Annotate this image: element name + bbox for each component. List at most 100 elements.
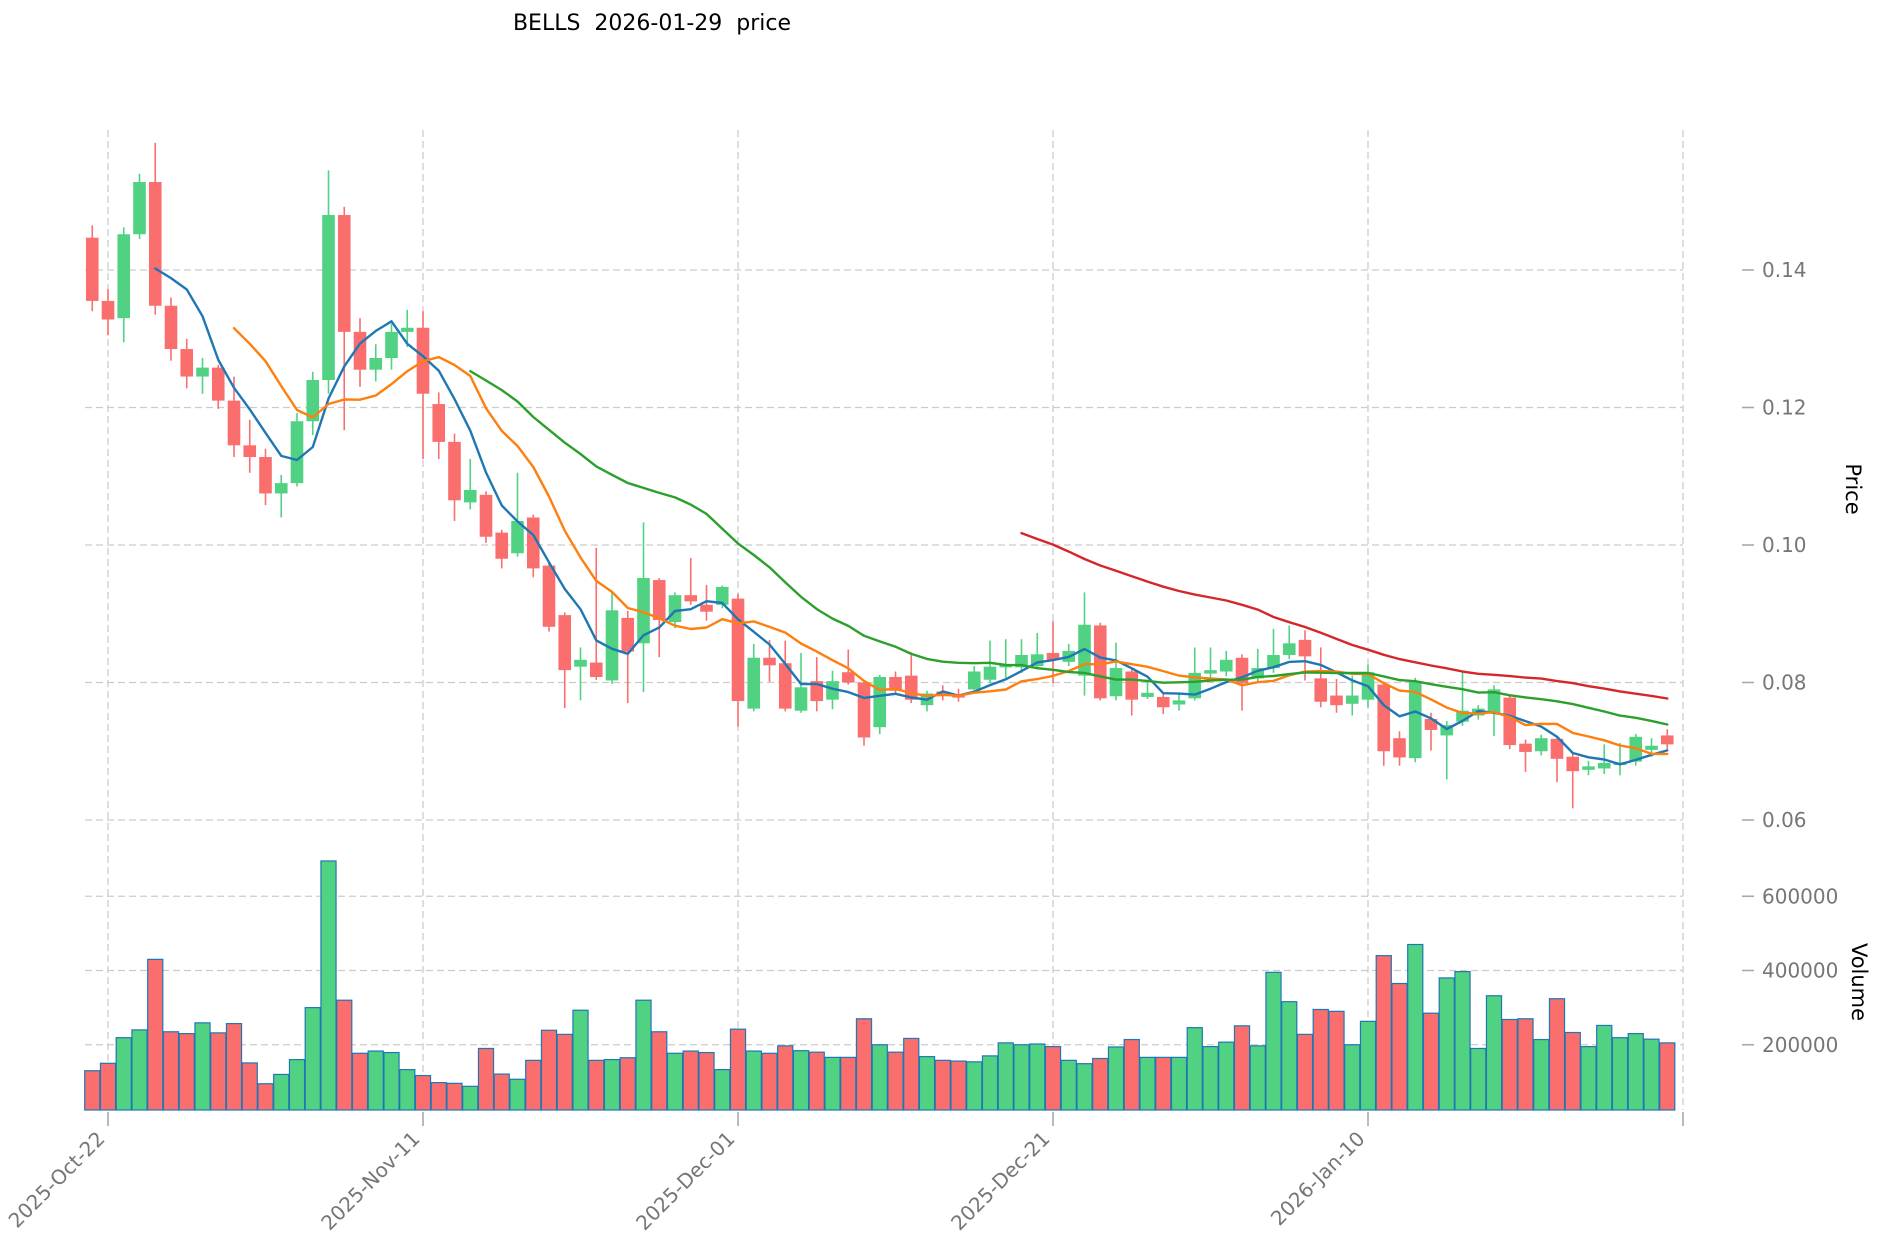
price-tick-label: 0.12 (1762, 396, 1807, 420)
candle-body (290, 421, 304, 484)
candle-body (448, 441, 461, 501)
candle-body (1408, 681, 1422, 759)
volume-bar (777, 1045, 794, 1111)
candle-body (1251, 668, 1265, 679)
volume-bars (84, 860, 1676, 1111)
volume-bar (493, 1073, 510, 1111)
candle-body (1219, 659, 1233, 672)
candle-body (589, 662, 603, 677)
volume-bar (1092, 1057, 1109, 1111)
candle-body (1550, 738, 1564, 759)
candle-body (1125, 671, 1139, 700)
volume-bar (399, 1069, 416, 1111)
volume-bar (1580, 1046, 1597, 1111)
candle-body (1597, 762, 1611, 769)
volume-bar (682, 1050, 699, 1111)
candle-body (1141, 692, 1154, 697)
candle-body (700, 604, 713, 612)
candle-body (558, 615, 572, 671)
volume-bar (966, 1061, 983, 1111)
candle-body (1345, 695, 1359, 704)
volume-bar (1265, 971, 1282, 1111)
volume-bar (383, 1051, 400, 1111)
volume-bar (1123, 1038, 1140, 1111)
volume-bar (1611, 1037, 1629, 1111)
volume-bar (1422, 1012, 1440, 1111)
candle-body (337, 215, 351, 332)
price-tick-label: 0.06 (1762, 808, 1807, 832)
candle-body (778, 663, 792, 709)
price-axis-title: Price (1841, 463, 1865, 514)
volume-bar (1202, 1046, 1219, 1111)
volume-bar (855, 1018, 873, 1111)
candle-body (85, 237, 99, 301)
volume-bar (635, 999, 652, 1111)
volume-bar (241, 1062, 258, 1111)
volume-bar (1107, 1046, 1125, 1111)
date-tick-label: 2025-Oct-22 (4, 1127, 110, 1233)
volume-bar (1627, 1033, 1644, 1111)
volume-bar (1454, 971, 1471, 1111)
volume-bar (288, 1058, 306, 1111)
date-tick-label: 2026-Jan-10 (1266, 1127, 1370, 1231)
candle-body (1330, 695, 1343, 706)
volume-bar (1533, 1038, 1550, 1111)
volume-bar (430, 1082, 447, 1111)
candle-body (1645, 745, 1658, 750)
volume-bar (1328, 1010, 1345, 1111)
candle-body (747, 657, 761, 709)
candle-body (274, 483, 288, 494)
candle-body (841, 672, 855, 683)
volume-bar (761, 1052, 778, 1111)
candle-body (1660, 735, 1674, 745)
volume-bar (225, 1022, 243, 1111)
candle-body (1424, 718, 1438, 730)
volume-bar (556, 1033, 573, 1111)
volume-bar (1643, 1038, 1660, 1111)
candle-body (1046, 652, 1060, 660)
candle-body (1393, 738, 1406, 758)
candle-body (479, 494, 493, 537)
candle-body (511, 520, 524, 554)
candle-body (715, 586, 729, 605)
volume-bar (572, 1009, 589, 1111)
candle-body (227, 400, 241, 446)
volume-tick-label: 600000 (1762, 884, 1838, 908)
volume-bar (824, 1056, 841, 1111)
volume-bar (1548, 998, 1566, 1111)
volume-bar (840, 1056, 857, 1111)
candle-body (1109, 668, 1123, 697)
candle-body (1282, 643, 1296, 655)
axis-ticks (107, 269, 1754, 1126)
volume-bar (588, 1059, 605, 1111)
ma-line-10 (232, 327, 1669, 756)
volume-bar (934, 1059, 951, 1111)
volume-bar (1596, 1024, 1613, 1111)
candle-body (1267, 655, 1280, 669)
volume-bar (1485, 995, 1503, 1111)
candle-body (731, 598, 745, 702)
volume-bar (603, 1058, 621, 1111)
volume-axis-title: Volume (1847, 943, 1871, 1021)
candle-body (826, 681, 839, 700)
candle-body (1204, 670, 1217, 674)
volume-bar (714, 1069, 731, 1111)
ma-line-25 (469, 369, 1669, 726)
candle-body (1314, 678, 1328, 702)
candle-body (574, 659, 587, 667)
volume-bar (1155, 1056, 1172, 1111)
candle-body (668, 595, 682, 622)
candle-body (259, 457, 272, 494)
candle-body (1582, 766, 1595, 770)
price-tick-label: 0.08 (1762, 671, 1807, 695)
volume-bar (981, 1055, 999, 1111)
candle-body (621, 617, 635, 652)
volume-tick-label: 400000 (1762, 959, 1838, 983)
volume-bar (887, 1051, 904, 1111)
volume-bar (950, 1060, 967, 1111)
candle-body (983, 666, 997, 680)
candle-body (164, 305, 178, 350)
candle-body (605, 610, 619, 681)
candle-body (211, 367, 225, 401)
candle-body (652, 580, 666, 620)
